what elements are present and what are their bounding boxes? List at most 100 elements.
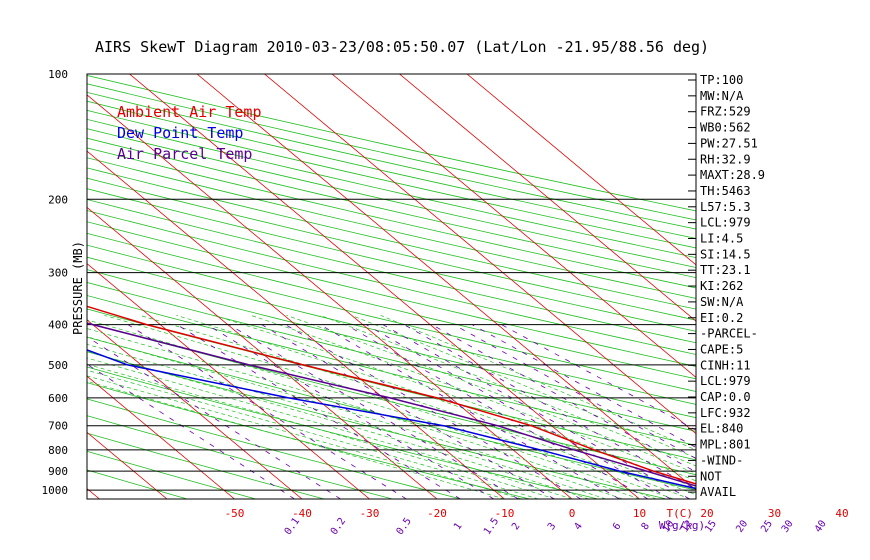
pressure-tick-label: 700 [48, 420, 68, 433]
pressure-tick-label: 300 [48, 267, 68, 280]
pressure-tick-label: 600 [48, 392, 68, 405]
isotherm-line [87, 150, 505, 499]
bottom-temperature-tick: -30 [360, 507, 380, 520]
index-value: KI:262 [700, 279, 743, 293]
isobar-grid: 100 200 300 400 500 600 700 800 900 1000 [42, 68, 696, 497]
mixing-ratio-tick: 2 [510, 521, 522, 532]
mixing-ratio-line [261, 324, 555, 499]
moist-adiabat-line [380, 314, 696, 451]
legend-entry: Dew Point Temp [117, 124, 243, 142]
dry-adiabat-line [87, 336, 696, 491]
index-value: EI:0.2 [700, 311, 743, 325]
pressure-tick-label: 100 [48, 68, 68, 81]
isotherm-line [0, 74, 32, 499]
index-value: LI:4.5 [700, 232, 743, 246]
index-value: MW:N/A [700, 89, 744, 103]
temperature-unit: T(C) [667, 507, 694, 520]
index-value: CAPE:5 [700, 342, 743, 356]
isotherm-line [87, 375, 235, 499]
mixing-ratio-tick: 8 [640, 521, 652, 532]
index-value: WB0:562 [700, 121, 751, 135]
dry-adiabat-line [87, 322, 696, 476]
dry-adiabat-line [87, 128, 696, 268]
dry-adiabat-line [87, 177, 696, 321]
index-value: EL:840 [700, 422, 743, 436]
isotherm-line [196, 74, 696, 491]
series-line [87, 349, 696, 490]
mixing-ratio-line [285, 324, 581, 499]
bottom-temperature-tick: -20 [427, 507, 447, 520]
dry-adiabat-line [87, 157, 696, 299]
bottom-temperature-tick: -10 [495, 507, 515, 520]
index-value: TP:100 [700, 73, 743, 87]
moist-adiabat-line [87, 328, 640, 499]
mixing-ratio-unit: W(g/kg) [659, 519, 705, 532]
moist-adiabat-line [87, 357, 573, 499]
pressure-tick-label: 900 [48, 465, 68, 478]
legend-entry: Ambient Air Temp [117, 103, 262, 121]
bottom-temperature-tick: 10 [633, 507, 646, 520]
index-value: TH:5463 [700, 184, 751, 198]
mixing-ratio-tick: 0.5 [395, 516, 414, 537]
series-line [87, 305, 696, 485]
mixing-ratio-line [228, 324, 519, 499]
dry-adiabat-line [87, 256, 696, 405]
index-value: PW:27.51 [700, 136, 758, 150]
dry-adiabat-line [87, 351, 667, 499]
index-value: NOT [700, 469, 722, 483]
index-value: FRZ:529 [700, 105, 751, 119]
isotherm-grid [0, 74, 696, 499]
mixing-ratio-tick: 3 [546, 521, 558, 532]
isotherm-line [87, 319, 303, 499]
isotherm-line [129, 74, 640, 499]
isotherm-line [331, 74, 696, 378]
mixing-ratio-line [501, 324, 696, 431]
mixing-ratio-tick: 6 [611, 521, 623, 532]
bottom-temperature-tick: 0 [569, 507, 576, 520]
bottom-temperature-tick: 30 [768, 507, 781, 520]
dry-adiabat-line [87, 118, 696, 259]
index-value: CINH:11 [700, 358, 751, 372]
mixing-ratio-line [471, 324, 696, 448]
index-value: SW:N/A [700, 295, 744, 309]
moist-adiabat-line [286, 314, 696, 474]
moist-adiabat-line [87, 363, 556, 499]
series-line [87, 322, 696, 487]
y-axis-label: PRESSURE (MB) [71, 241, 85, 335]
mixing-ratio-tick: 25 [759, 518, 775, 534]
mixing-ratio-tick: 40 [813, 518, 829, 534]
index-value: LCL:979 [700, 374, 751, 388]
dry-adiabat-line [87, 398, 462, 499]
dry-adiabat-line [87, 415, 393, 499]
mixing-ratio-tick: 30 [780, 518, 796, 534]
dry-adiabat-line [87, 137, 696, 279]
dry-adiabat-line [87, 382, 530, 499]
isotherm-line [87, 263, 370, 499]
index-value: TT:23.1 [700, 263, 751, 277]
index-value: -PARCEL- [700, 327, 758, 341]
index-value: AVAIL [700, 485, 736, 499]
pressure-tick-label: 200 [48, 193, 68, 206]
moist-adiabat-line [319, 314, 696, 467]
moist-adiabat-line [213, 314, 696, 489]
moist-adiabat-line [87, 369, 539, 499]
moist-adiabat-line [87, 336, 623, 499]
dry-adiabat-line [87, 244, 696, 392]
pressure-tick-label: 800 [48, 444, 68, 457]
moist-adiabat-line [87, 319, 657, 499]
isotherm-line [87, 94, 573, 499]
dry-adiabat-line [87, 221, 696, 367]
mixing-ratio-tick: 4 [572, 521, 584, 532]
dry-adiabat-line [87, 269, 696, 419]
bottom-temperature-tick: 20 [700, 507, 713, 520]
chart-title: AIRS SkewT Diagram 2010-03-23/08:05:50.0… [95, 38, 709, 56]
mixing-ratio-line [431, 324, 696, 473]
index-value: RH:32.9 [700, 152, 751, 166]
index-value: L57:5.3 [700, 200, 751, 214]
mixing-ratio-line [319, 324, 620, 499]
dry-adiabat-line [87, 282, 696, 432]
pressure-tick-label: 400 [48, 319, 68, 332]
profile-series [87, 305, 696, 490]
